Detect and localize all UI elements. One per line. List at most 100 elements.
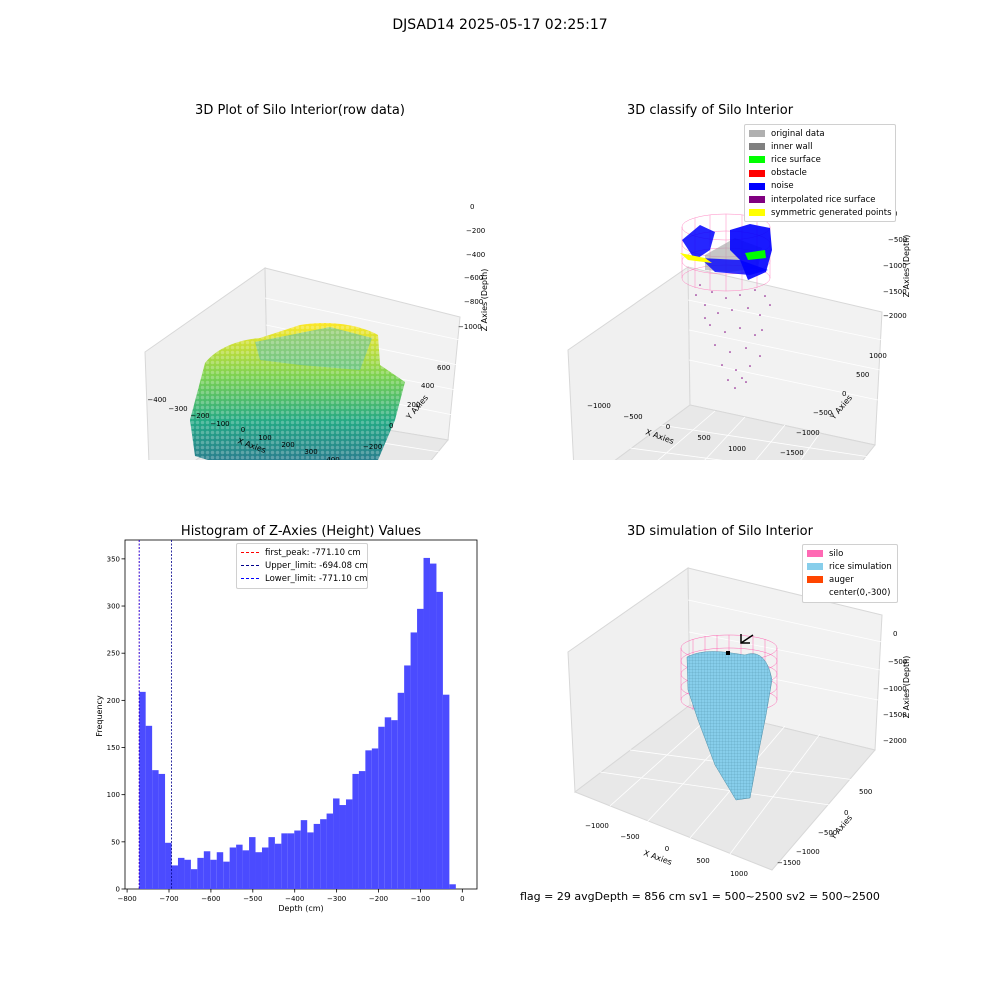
legend-item: first_peak: -771.10 cm [241, 546, 363, 559]
hist-bar [391, 720, 398, 889]
hist-bar [313, 823, 321, 889]
legend-label: rice simulation [829, 561, 892, 572]
hist-xtick-label: −800 [117, 895, 136, 903]
panel2-ytick: −500 [813, 409, 832, 417]
hist-bar [249, 837, 256, 889]
panel4-ztick: 0 [893, 630, 897, 638]
hist-bar [197, 857, 204, 889]
panel4-ztick: −1500 [883, 711, 907, 719]
hist-bar [145, 725, 153, 889]
panel1-zticks: 0 −200 −400 −600 −800 −1000 [458, 203, 485, 331]
panel1-ytick: −200 [363, 443, 382, 451]
legend-label: auger [829, 574, 854, 585]
legend-item: auger [807, 573, 893, 586]
panel2-title: 3D classify of Silo Interior [626, 103, 794, 118]
legend-line [241, 552, 259, 554]
hist-ylabel: Frequency [95, 695, 104, 737]
hist-bar [184, 859, 191, 889]
panel2-ytick: −1000 [796, 429, 820, 437]
legend-label: center(0,-300) [829, 588, 891, 599]
hist-ytick-label: 200 [107, 697, 120, 705]
panel2-ytick: −1500 [780, 449, 804, 457]
hist-bar [307, 832, 314, 889]
hist-bar [210, 859, 217, 889]
hist-bar [255, 852, 262, 889]
panel2-noise-points [682, 224, 772, 280]
hist-xtick-label: −100 [411, 895, 430, 903]
panel4-ytick: 0 [844, 809, 848, 817]
hist-bar [410, 632, 418, 889]
panel4-ztick: −2000 [883, 737, 907, 745]
hist-bar [223, 861, 230, 889]
hist-bar [139, 691, 146, 889]
hist-bar [384, 717, 392, 889]
panel2-xtick: −1000 [587, 402, 611, 410]
panel4-xtick: −1000 [585, 822, 609, 830]
hist-bar [190, 869, 198, 889]
panel4-zticks: 0 −500 −1000 −1500 −2000 [883, 630, 907, 745]
legend-label: obstacle [771, 168, 807, 179]
hist-bar [158, 773, 166, 889]
hist-bar [177, 857, 185, 889]
panel2-ztick: −1500 [883, 288, 907, 296]
hist-ytick-label: 300 [107, 603, 120, 611]
hist-bar [404, 665, 411, 889]
legend-swatch [807, 550, 823, 558]
legend-item: symmetric generated points [749, 206, 892, 219]
legend-label: inner wall [771, 141, 813, 152]
hist-yticks: 0 50 100 150 200 250 300 350 [107, 555, 125, 894]
panel1-xtick: 0 [241, 426, 245, 434]
panel4-ztick: −500 [888, 658, 907, 666]
legend-label: symmetric generated points [771, 207, 892, 218]
panel2-yticks: −1500 −1000 −500 0 500 1000 [780, 352, 887, 457]
hist-bar [397, 692, 405, 889]
legend-item: Upper_limit: -694.08 cm [241, 559, 368, 572]
histogram-chart: −800 −700 −600 −500 −400 −300 −200 −100 0 0 50 100… [95, 539, 478, 913]
panel2-xtick: 1000 [728, 445, 746, 453]
hist-xtick-label: −400 [285, 895, 304, 903]
panel1-xtick: −300 [168, 405, 187, 413]
hist-ytick-label: 150 [107, 744, 120, 752]
legend-label: rice surface [771, 154, 821, 165]
panel4-xtick: 1000 [730, 870, 748, 878]
hist-ytick-label: 100 [107, 791, 120, 799]
panel1-plot3d: −400 −300 −200 −100 0 100 200 300 400 X … [144, 203, 489, 460]
hist-bar [449, 884, 456, 889]
legend-swatch [749, 156, 765, 164]
hist-xtick-label: −700 [159, 895, 178, 903]
hist-xtick-label: −300 [327, 895, 346, 903]
panel1-xtick: −100 [210, 420, 229, 428]
hist-xticks: −800 −700 −600 −500 −400 −300 −200 −100 0 [117, 889, 465, 903]
panel2-symmetric-points [680, 253, 712, 263]
legend-item: Lower_limit: -771.10 cm [241, 572, 367, 585]
legend-item: inner wall [749, 140, 891, 153]
hist-bar [203, 851, 211, 889]
hist-bar [171, 865, 178, 889]
hist-bar [165, 842, 172, 889]
panel1-point-cloud [190, 323, 405, 460]
legend-label: silo [829, 548, 844, 559]
hist-bar [417, 608, 424, 889]
hist-bar [333, 798, 340, 889]
legend-swatch [749, 182, 765, 190]
hist-ytick-label: 0 [116, 886, 120, 894]
hist-bar [261, 847, 269, 889]
hist-bar [371, 748, 379, 889]
panel4-rice-simulation [686, 651, 773, 801]
hist-ytick-label: 250 [107, 650, 120, 658]
panel4-center-marker [726, 651, 730, 655]
panel1-ztick: −1000 [458, 323, 482, 331]
legend-item: obstacle [749, 167, 891, 180]
hist-bar [300, 820, 308, 889]
legend-label: Upper_limit: -694.08 cm [265, 560, 368, 571]
panel1-xtick: −400 [147, 396, 166, 404]
panel1-ztick: −200 [466, 227, 485, 235]
hist-bar [352, 773, 359, 889]
legend-item: interpolated rice surface [749, 193, 891, 206]
panel1-xtick: −200 [190, 412, 209, 420]
hist-bar [236, 844, 243, 889]
legend-item: rice simulation [807, 560, 893, 573]
panel2-ytick: 0 [842, 390, 846, 398]
panel1-ytick: 600 [437, 364, 450, 372]
panel4-ytick: −500 [818, 829, 837, 837]
